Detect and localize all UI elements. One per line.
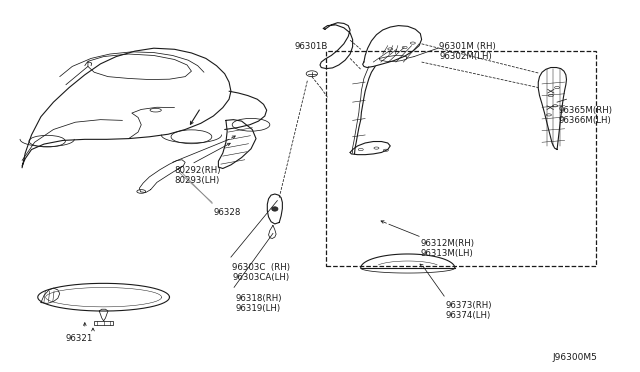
Bar <box>94 321 113 325</box>
Text: J96300M5: J96300M5 <box>552 353 597 362</box>
Text: 96301B: 96301B <box>295 42 328 51</box>
Text: 96318(RH)
96319(LH): 96318(RH) 96319(LH) <box>236 294 282 313</box>
Text: 96312M(RH)
96313M(LH): 96312M(RH) 96313M(LH) <box>420 239 474 258</box>
Ellipse shape <box>272 207 278 211</box>
Text: 96301M (RH)
96302M(LH): 96301M (RH) 96302M(LH) <box>439 42 496 61</box>
Text: 96328: 96328 <box>213 208 241 217</box>
Text: 80292(RH)
80293(LH): 80292(RH) 80293(LH) <box>175 166 221 185</box>
Text: 96303C  (RH)
96303CA(LH): 96303C (RH) 96303CA(LH) <box>232 263 290 282</box>
Text: 96365M(RH)
96366M(LH): 96365M(RH) 96366M(LH) <box>558 106 612 125</box>
Text: 96373(RH)
96374(LH): 96373(RH) 96374(LH) <box>445 301 492 320</box>
Text: 96321: 96321 <box>66 334 93 343</box>
Bar <box>326 51 596 266</box>
